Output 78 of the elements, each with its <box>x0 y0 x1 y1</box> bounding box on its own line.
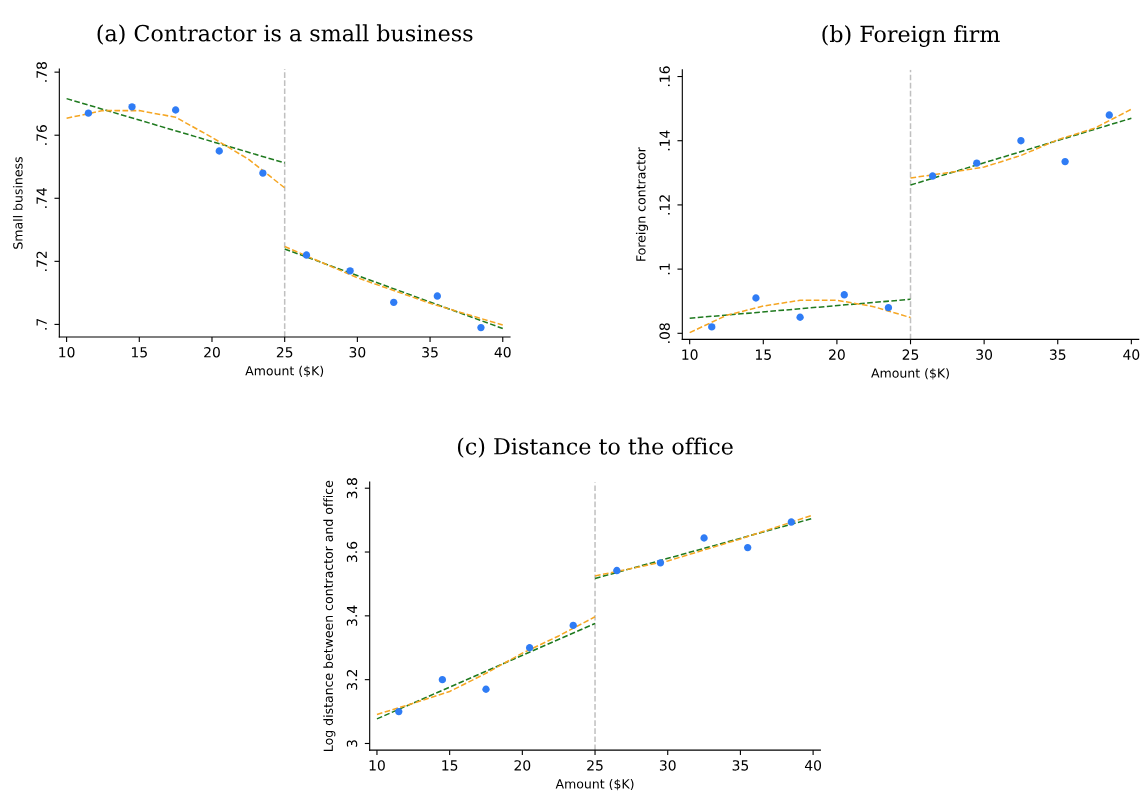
y-tick-label: .78 <box>36 62 47 82</box>
y-tick-label: .7 <box>36 318 47 330</box>
chart-title: (b) Foreign firm <box>822 25 1000 47</box>
point <box>128 103 136 111</box>
x-tick-label: 10 <box>369 760 385 771</box>
point <box>482 685 490 693</box>
point <box>744 543 752 552</box>
point <box>569 621 577 630</box>
point <box>438 675 447 684</box>
point <box>302 251 311 259</box>
x-tick-label: 30 <box>659 760 676 771</box>
x-tick-label: 40 <box>494 346 511 358</box>
x-axis-title: Amount ($K) <box>555 778 634 791</box>
x-axis-title: Amount ($K) <box>871 368 949 380</box>
y-tick-label: .16 <box>659 66 670 87</box>
y-axis-title: Small business <box>12 157 23 249</box>
x-tick-label: 20 <box>829 349 845 360</box>
point <box>346 267 354 275</box>
point <box>796 313 804 321</box>
point <box>1017 137 1025 145</box>
y-tick-label: 3 <box>346 740 358 747</box>
point <box>1105 111 1113 119</box>
point <box>708 323 716 331</box>
point <box>884 303 893 312</box>
point <box>787 518 795 526</box>
x-tick-label: 15 <box>755 349 771 360</box>
x-tick-label: 25 <box>276 346 293 358</box>
point <box>477 323 485 332</box>
x-tick-label: 40 <box>804 760 822 771</box>
point <box>171 106 180 114</box>
y-tick-label: 3.6 <box>346 541 358 563</box>
point <box>613 566 621 575</box>
chart-title: (a) Contractor is a small business <box>97 24 473 45</box>
x-tick-label: 30 <box>976 349 993 360</box>
x-tick-label: 30 <box>349 346 366 358</box>
x-tick-label: 15 <box>131 347 147 358</box>
y-tick-label: 3.2 <box>346 670 358 690</box>
point <box>840 291 848 299</box>
x-tick-label: 25 <box>587 760 603 771</box>
point <box>1061 157 1069 166</box>
point <box>525 644 534 652</box>
point <box>752 294 760 302</box>
x-tick-label: 35 <box>1049 349 1066 360</box>
y-tick-label: .08 <box>659 323 670 343</box>
y-tick-label: .12 <box>659 195 670 215</box>
x-tick-label: 10 <box>682 349 698 360</box>
x-tick-label: 20 <box>204 346 220 358</box>
y-axis-title: Foreign contractor <box>635 147 649 261</box>
y-tick-label: .74 <box>36 188 47 208</box>
x-tick-label: 35 <box>732 760 749 771</box>
line-series <box>65 109 286 189</box>
point <box>215 147 223 155</box>
y-tick-label: .14 <box>659 130 670 151</box>
line-series <box>688 299 912 334</box>
x-tick-label: 15 <box>442 760 458 771</box>
x-axis-title: Amount ($K) <box>245 365 324 378</box>
y-tick-label: .1 <box>659 263 670 275</box>
x-tick-label: 20 <box>514 760 531 771</box>
y-tick-label: 3.8 <box>346 478 358 499</box>
point <box>656 559 665 567</box>
chart-title: (c) Distance to the office <box>457 437 733 458</box>
x-tick-label: 25 <box>902 349 919 360</box>
y-tick-label: .72 <box>36 251 47 271</box>
point <box>700 534 708 542</box>
y-axis-title: Log distance between contractor and office <box>323 480 336 751</box>
y-tick-label: .76 <box>36 125 47 145</box>
x-tick-label: 40 <box>1123 349 1140 360</box>
x-tick-label: 10 <box>59 346 75 358</box>
line-series <box>909 108 1133 179</box>
point <box>395 707 403 716</box>
point <box>390 298 398 307</box>
x-tick-label: 35 <box>422 346 438 358</box>
point <box>973 159 981 167</box>
point <box>84 109 93 117</box>
y-tick-label: 3.4 <box>346 605 358 626</box>
point <box>928 172 937 180</box>
point <box>433 292 442 300</box>
point <box>259 169 267 177</box>
